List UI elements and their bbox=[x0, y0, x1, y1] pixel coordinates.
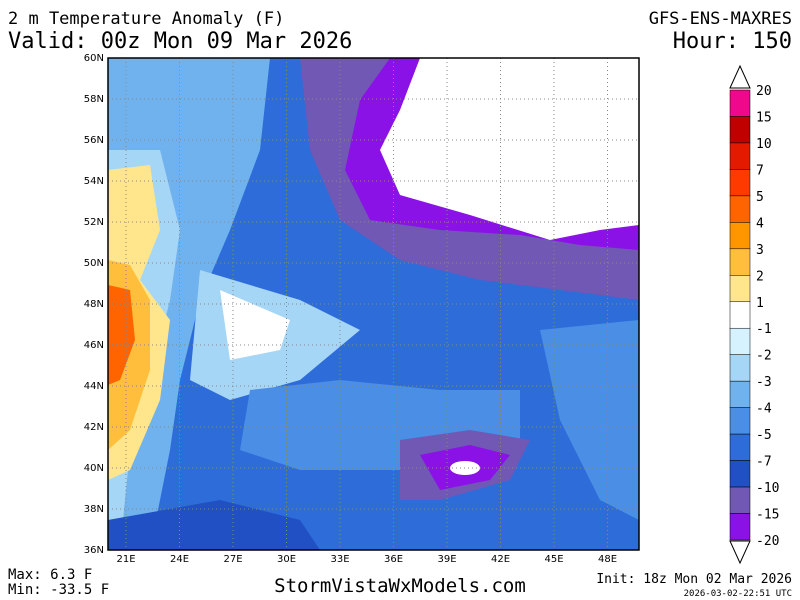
latitude-label: 44N bbox=[84, 381, 104, 392]
latitude-label: 38N bbox=[84, 504, 104, 515]
latitude-label: 40N bbox=[84, 463, 104, 474]
colorbar-swatch bbox=[729, 301, 751, 329]
colorbar-swatch bbox=[729, 380, 751, 408]
colorbar-swatch bbox=[729, 89, 751, 117]
latitude-label: 46N bbox=[84, 340, 104, 351]
longitude-label: 24E bbox=[170, 554, 189, 565]
colorbar-label: 15 bbox=[756, 110, 772, 125]
colorbar-swatch bbox=[729, 142, 751, 170]
init-time: Init: 18z Mon 02 Mar 2026 bbox=[596, 572, 792, 587]
latitude-label: 48N bbox=[84, 299, 104, 310]
title: 2 m Temperature Anomaly (F) bbox=[8, 9, 284, 29]
colorbar-label: -2 bbox=[756, 349, 772, 364]
colorbar-label: 20 bbox=[756, 84, 772, 99]
colorbar-label: -7 bbox=[756, 455, 772, 470]
latitude-label: 56N bbox=[84, 135, 104, 146]
colorbar: 20 15 10 7 5 4 3 2 1 -1 -2 -3 -4 -5 -7 -10 -15 -20 bbox=[729, 64, 779, 565]
map-field bbox=[108, 58, 639, 550]
longitude-label: 39E bbox=[437, 554, 456, 565]
colorbar-swatch bbox=[729, 222, 751, 250]
colorbar-label: -20 bbox=[756, 534, 779, 549]
min-value: Min: -33.5 F bbox=[8, 582, 109, 598]
colorbar-swatch bbox=[729, 513, 751, 541]
latitude-label: 54N bbox=[84, 176, 104, 187]
colorbar-label: 7 bbox=[756, 163, 764, 178]
colorbar-top-arrow bbox=[729, 64, 751, 89]
colorbar-label: -4 bbox=[756, 402, 772, 417]
latitude-label: 52N bbox=[84, 217, 104, 228]
colorbar-swatch bbox=[729, 407, 751, 435]
colorbar-label: 2 bbox=[756, 269, 764, 284]
model-name: GFS-ENS-MAXRES bbox=[649, 9, 792, 29]
colorbar-label: 10 bbox=[756, 137, 772, 152]
colorbar-swatch bbox=[729, 248, 751, 276]
longitude-label: 33E bbox=[330, 554, 349, 565]
colorbar-label: -15 bbox=[756, 508, 779, 523]
colorbar-label: 4 bbox=[756, 216, 764, 231]
colorbar-label: 5 bbox=[756, 190, 764, 205]
longitude-label: 42E bbox=[491, 554, 510, 565]
longitude-label: 36E bbox=[384, 554, 403, 565]
colorbar-swatch bbox=[729, 275, 751, 303]
graticule: 60N 58N 56N 54N 52N 50N 48N 46N 44N 42N 40N 38N 36N 2… bbox=[84, 53, 639, 565]
colorbar-label: 3 bbox=[756, 243, 764, 258]
latitude-label: 58N bbox=[84, 94, 104, 105]
longitude-label: 45E bbox=[544, 554, 563, 565]
colorbar-bottom-arrow bbox=[729, 540, 751, 565]
longitude-label: 30E bbox=[277, 554, 296, 565]
valid-time: Valid: 00z Mon 09 Mar 2026 bbox=[8, 29, 352, 54]
colorbar-label: -5 bbox=[756, 428, 772, 443]
colorbar-swatch bbox=[729, 460, 751, 488]
site-name: StormVistaWxModels.com bbox=[274, 575, 526, 597]
colorbar-label: -3 bbox=[756, 375, 772, 390]
colorbar-swatch bbox=[729, 195, 751, 223]
colorbar-swatch bbox=[729, 433, 751, 461]
colorbar-label: 1 bbox=[756, 296, 764, 311]
forecast-hour: Hour: 150 bbox=[673, 29, 792, 54]
colorbar-swatch bbox=[729, 354, 751, 382]
colorbar-label: -10 bbox=[756, 481, 779, 496]
colorbar-swatch bbox=[729, 169, 751, 197]
timestamp: 2026-03-02-22:51 UTC bbox=[684, 589, 792, 599]
latitude-label: 36N bbox=[84, 545, 104, 556]
colorbar-label: -1 bbox=[756, 322, 772, 337]
latitude-label: 42N bbox=[84, 422, 104, 433]
longitude-label: 27E bbox=[223, 554, 242, 565]
latitude-label: 50N bbox=[84, 258, 104, 269]
longitude-label: 48E bbox=[598, 554, 617, 565]
colorbar-swatch bbox=[729, 116, 751, 144]
colorbar-swatch bbox=[729, 327, 751, 355]
longitude-label: 21E bbox=[116, 554, 135, 565]
colorbar-swatch bbox=[729, 486, 751, 514]
max-value: Max: 6.3 F bbox=[8, 567, 92, 583]
latitude-label: 60N bbox=[84, 53, 104, 64]
map-frame bbox=[107, 57, 640, 551]
